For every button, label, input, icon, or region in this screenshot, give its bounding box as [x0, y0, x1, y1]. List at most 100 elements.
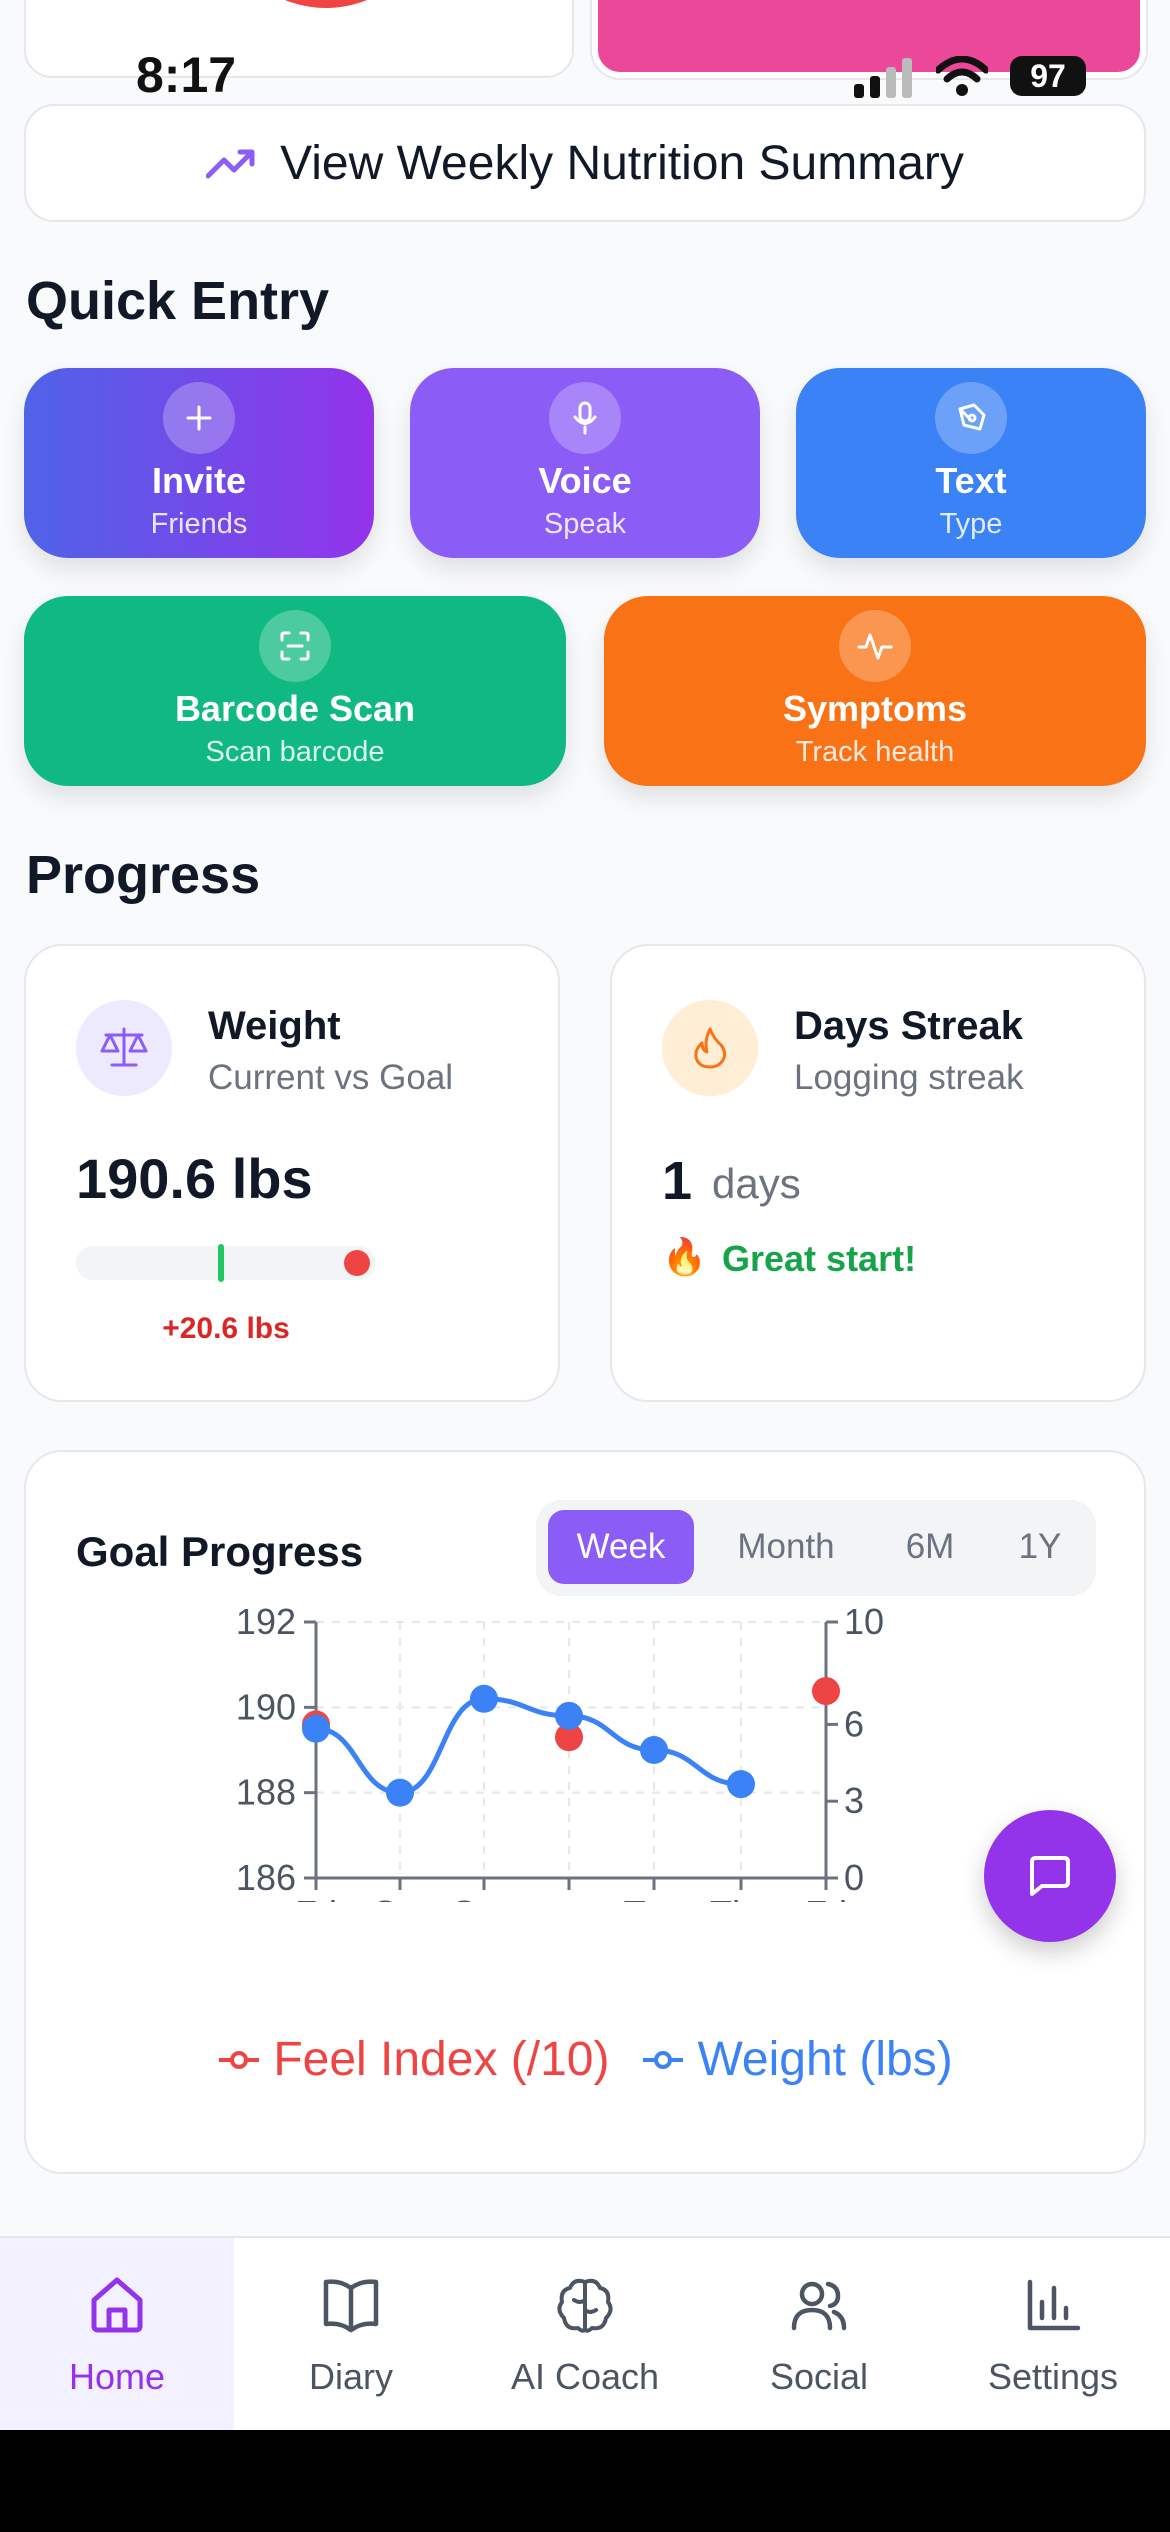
tab-6m[interactable]: 6M [905, 1527, 955, 1566]
weight-point [555, 1701, 583, 1730]
goal-progress-card: Goal Progress Week Month 6M 1Y 186 188 190… [24, 1450, 1146, 2174]
voice-title: Voice [538, 460, 632, 501]
y-right-tick-label: 3 [844, 1780, 864, 1821]
bar-chart-icon [1027, 2279, 1081, 2331]
invite-friends-button[interactable]: Invite Friends [24, 368, 374, 558]
nav-social[interactable]: Social [702, 2238, 936, 2432]
legend-feel-label: Feel Index (/10) [273, 2033, 610, 2086]
wifi-icon [936, 56, 988, 96]
home-icon [91, 2277, 143, 2333]
plus-icon [163, 382, 235, 454]
progress-ring-icon [285, 0, 367, 8]
streak-message: Great start! [722, 1238, 917, 1279]
streak-card[interactable]: Days Streak Logging streak 1 days 🔥 Grea… [610, 944, 1146, 1402]
nav-settings[interactable]: Settings [936, 2238, 1170, 2432]
symptoms-button[interactable]: Symptoms Track health [604, 596, 1146, 786]
streak-subtitle: Logging streak [794, 1058, 1024, 1097]
x-tick-label: Fri [805, 1893, 847, 1902]
activity-icon [839, 610, 911, 682]
symptoms-title: Symptoms [782, 688, 968, 729]
text-title: Text [935, 460, 1007, 501]
current-weight-dot [344, 1250, 370, 1276]
goal-progress-title: Goal Progress [76, 1528, 364, 1575]
top-card-left [24, 0, 574, 78]
legend-line-icon [643, 2050, 684, 2069]
streak-unit: days [712, 1160, 801, 1207]
text-subtitle: Type [939, 508, 1003, 540]
nav-social-label: Social [769, 2356, 869, 2397]
weight-point [386, 1778, 414, 1807]
weight-point [727, 1770, 755, 1799]
invite-subtitle: Friends [150, 508, 248, 540]
nav-home[interactable]: Home [0, 2238, 234, 2432]
time-range-tabs: Week Month 6M 1Y [536, 1500, 1096, 1596]
status-time: 8:17 [136, 47, 237, 103]
weekly-summary-button[interactable]: View Weekly Nutrition Summary [24, 104, 1146, 222]
users-icon [791, 2281, 847, 2331]
feel-index-point [555, 1723, 583, 1752]
chat-button[interactable] [984, 1810, 1116, 1942]
legend-feel-index: Feel Index (/10) [217, 2032, 609, 2087]
progress-title: Progress [26, 845, 261, 905]
weight-card[interactable]: Weight Current vs Goal 190.6 lbs +20.6 l… [24, 944, 560, 1402]
x-tick-label: Fri [295, 1893, 337, 1902]
tab-1y[interactable]: 1Y [1018, 1527, 1062, 1566]
weight-value: 190.6 lbs [76, 1147, 313, 1210]
flame-icon [662, 1000, 758, 1096]
x-tick-label: Thu [710, 1893, 772, 1902]
goal-marker [218, 1244, 224, 1282]
weight-title: Weight [208, 1004, 341, 1048]
chat-icon [1030, 1856, 1070, 1896]
y-left-tick-label: 188 [236, 1772, 296, 1813]
legend-weight: Weight (lbs) [641, 2032, 953, 2087]
voice-button[interactable]: Voice Speak [410, 368, 760, 558]
nav-diary[interactable]: Diary [234, 2238, 468, 2432]
y-left-tick-label: 186 [236, 1857, 296, 1898]
quick-entry-title: Quick Entry [26, 271, 330, 331]
goal-progress-chart: 186 188 190 192 0 3 6 10 Fri Sat Sun Tue Thu Fri [236, 1602, 884, 1902]
symptoms-subtitle: Track health [795, 736, 955, 768]
tab-week[interactable]: Week [548, 1510, 694, 1584]
y-right-tick-label: 6 [844, 1703, 864, 1744]
bottom-navigation: Home Diary AI Coach Social Settings [0, 2236, 1170, 2432]
streak-emoji: 🔥 [662, 1236, 707, 1277]
y-right-tick-label: 10 [844, 1602, 884, 1642]
weight-line [315, 1696, 742, 1796]
brain-icon [557, 2278, 613, 2333]
y-left-tick-label: 190 [236, 1686, 296, 1727]
pen-icon [935, 382, 1007, 454]
scan-icon [259, 610, 331, 682]
battery-indicator: 97 [1010, 56, 1086, 96]
microphone-icon [549, 382, 621, 454]
nav-settings-label: Settings [987, 2356, 1119, 2397]
barcode-scan-button[interactable]: Barcode Scan Scan barcode [24, 596, 566, 786]
weight-point [640, 1736, 668, 1764]
legend-line-icon [219, 2050, 260, 2069]
streak-title: Days Streak [794, 1004, 1024, 1048]
legend-weight-label: Weight (lbs) [697, 2033, 953, 2086]
weight-diff: +20.6 lbs [162, 1312, 290, 1345]
streak-value: 1 [662, 1151, 693, 1211]
barcode-title: Barcode Scan [174, 688, 416, 729]
y-left-tick-label: 192 [236, 1602, 296, 1642]
signal-icon [854, 58, 912, 98]
tab-month[interactable]: Month [737, 1527, 835, 1566]
weight-point [470, 1684, 498, 1713]
weight-subtitle: Current vs Goal [208, 1058, 454, 1097]
weight-point [302, 1714, 330, 1743]
top-card-right [592, 0, 1146, 78]
voice-subtitle: Speak [543, 508, 627, 540]
barcode-subtitle: Scan barcode [205, 736, 385, 768]
nav-home-label: Home [68, 2356, 166, 2397]
nav-diary-label: Diary [308, 2356, 393, 2397]
y-right-tick-label: 0 [844, 1857, 864, 1898]
x-tick-label: Tue [624, 1893, 685, 1902]
weekly-summary-label: View Weekly Nutrition Summary [280, 136, 964, 190]
status-bar: 8:17 97 [0, 40, 1170, 120]
nav-ai-coach[interactable]: AI Coach [468, 2238, 702, 2432]
nav-ai-coach-label: AI Coach [510, 2356, 660, 2397]
x-tick-label: Sat [373, 1893, 427, 1902]
text-button[interactable]: Text Type [796, 368, 1146, 558]
book-icon [323, 2279, 379, 2333]
trending-up-icon [206, 149, 255, 179]
